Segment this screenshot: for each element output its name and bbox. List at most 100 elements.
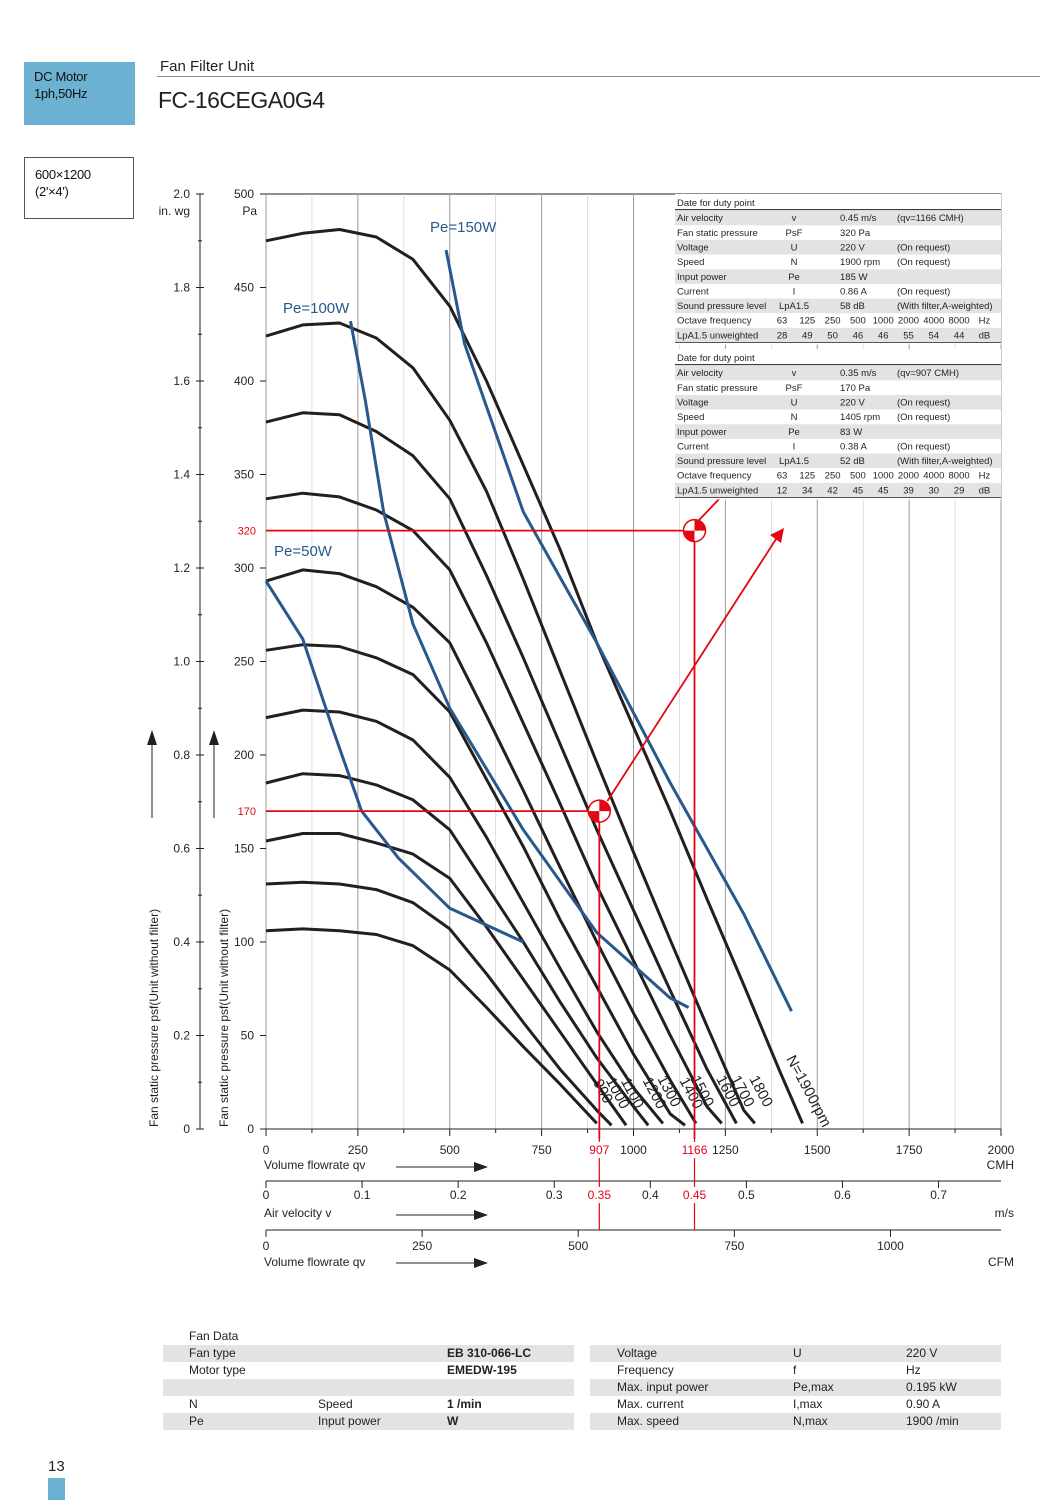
pa-tick-label: 450 (234, 281, 254, 295)
duty-marker (682, 518, 707, 543)
fan-data-cell: Motor type (189, 1363, 246, 1377)
speed-curve-1300 (265, 708, 665, 1125)
duty-symbol: N (791, 412, 798, 423)
duty-note: (On request) (897, 441, 950, 452)
fan-data-cell: Fan type (189, 1346, 236, 1360)
vel-tick-label: 0.7 (930, 1188, 947, 1202)
unweighted-value: 46 (878, 330, 889, 341)
octave-band: 63 (777, 316, 788, 327)
duty-value: 1405 rpm (840, 412, 880, 423)
fan-data-cell: 1 /min (447, 1397, 482, 1411)
fan-data-cell: Input power (318, 1414, 381, 1428)
x-label-velocity: Air velocity v (264, 1206, 331, 1220)
page-number: 13 (48, 1458, 65, 1475)
duty-param: Current (677, 441, 709, 452)
duty-flow-bg (584, 1142, 615, 1158)
cfm-tick-label: 250 (412, 1239, 432, 1253)
duty-velocity-label: 0.45 (683, 1188, 707, 1202)
pa-tick-label: 100 (234, 935, 254, 949)
power-curve-Pe=50W (264, 580, 524, 944)
octave-band: Hz (979, 316, 991, 327)
model-title: FC-16CEGA0G4 (158, 87, 325, 113)
duty-value: 0.86 A (840, 286, 868, 297)
inwg-tick-label: 1.8 (173, 281, 190, 295)
duty-param: Voltage (677, 397, 709, 408)
y-unit-inwg: in. wg (159, 204, 190, 218)
power-curve-Pe=150W (444, 249, 793, 1012)
octave-band: 500 (850, 316, 866, 327)
duty-value: 0.45 m/s (840, 213, 877, 224)
fan-data-cell: I,max (793, 1397, 823, 1411)
leader-line (606, 535, 779, 802)
octave-band: 63 (777, 471, 788, 482)
octave-band: 4000 (923, 316, 944, 327)
unweighted-value: 49 (802, 330, 813, 341)
unweighted-value: 28 (777, 330, 788, 341)
inwg-tick-label: 1.6 (173, 374, 190, 388)
duty-pressure-label: 170 (238, 806, 256, 818)
duty-value: 320 Pa (840, 228, 871, 239)
octave-band: 125 (799, 471, 815, 482)
unweighted-value: 55 (903, 330, 914, 341)
speed-curve-1200 (265, 772, 650, 1127)
duty-note: (On request) (897, 412, 950, 423)
axis-titles: Fan static pressure psf(Unit without fil… (147, 204, 1014, 1269)
inwg-tick-label: 0.8 (173, 748, 190, 762)
duty-symbol: Pe (788, 272, 800, 283)
duty-symbol: N (791, 257, 798, 268)
cmh-tick-label: 1000 (620, 1143, 647, 1157)
duty-marker-q3 (588, 811, 600, 823)
duty-value: 220 V (840, 397, 865, 408)
vel-tick-label: 0.4 (642, 1188, 659, 1202)
unweighted-label: LpA1.5 unweighted (677, 330, 758, 341)
duty-flow-label: 907 (589, 1143, 609, 1157)
unweighted-value: 42 (827, 485, 838, 496)
page-tab (48, 1478, 65, 1500)
fan-data-cell: N (189, 1397, 198, 1411)
fan-data-cell: 0.195 kW (906, 1380, 957, 1394)
duty-symbol: U (791, 397, 798, 408)
fan-data-title: Fan Data (189, 1329, 239, 1343)
duty-marker-q3 (683, 530, 695, 542)
inwg-tick-label: 1.2 (173, 561, 190, 575)
x-unit-cmh: CMH (987, 1158, 1014, 1172)
duty-symbol: Pe (788, 427, 800, 438)
speed-curve-1700 (265, 411, 738, 1125)
octave-band: Hz (979, 471, 991, 482)
duty-value: 0.35 m/s (840, 368, 877, 379)
fan-data-cell: Voltage (617, 1346, 658, 1360)
speed-curve-N=1900rpm (265, 228, 804, 1124)
duty-symbol: U (791, 242, 798, 253)
cmh-tick-label: 250 (348, 1143, 368, 1157)
axis-arrows (147, 730, 488, 1268)
duty-row-stripe (675, 482, 1001, 498)
duty-table-2: Date for duty point Air velocity v 0.35 m/s… (675, 349, 1001, 500)
octave-band: 8000 (949, 471, 970, 482)
fan-data-cell: Hz (906, 1363, 921, 1377)
duty-flow-bg (679, 1142, 710, 1158)
unweighted-value: 12 (777, 485, 788, 496)
duty-velocity-bg (680, 1187, 709, 1203)
pa-tick-label: 150 (234, 842, 254, 856)
y-unit-pa: Pa (242, 204, 257, 218)
title-divider (157, 76, 1040, 77)
duty-row-stripe (675, 298, 1001, 314)
duty-row-stripe (675, 394, 1001, 410)
duty-table-title: Date for duty point (677, 198, 755, 209)
pa-tick-label: 50 (241, 1029, 255, 1043)
fan-data-cell: W (447, 1414, 459, 1428)
vel-tick-label: 0.2 (450, 1188, 467, 1202)
duty-row-stripe (675, 424, 1001, 439)
fan-data-row (163, 1379, 574, 1396)
inwg-tick-label: 2.0 (173, 187, 190, 201)
vel-tick-label: 0.6 (834, 1188, 851, 1202)
fan-data-cell: 0.90 A (906, 1397, 941, 1411)
duty-row-stripe (675, 239, 1001, 255)
duty-row-stripe (675, 210, 1001, 226)
octave-band: 2000 (898, 316, 919, 327)
pa-tick-label: 250 (234, 655, 254, 669)
duty-value: 170 Pa (840, 383, 871, 394)
leader-line (697, 495, 723, 522)
fan-data-cell: EMEDW-195 (447, 1363, 517, 1377)
duty-value: 58 dB (840, 301, 865, 312)
